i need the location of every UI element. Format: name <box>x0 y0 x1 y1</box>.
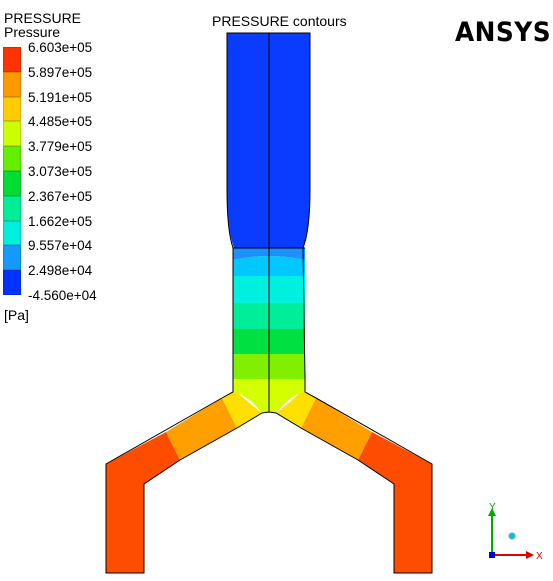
color-legend-bar <box>3 47 21 295</box>
legend-swatch <box>3 47 21 72</box>
origin-sphere-icon <box>508 532 516 540</box>
legend-label: 6.603e+05 <box>28 40 93 55</box>
legend-swatch <box>3 146 21 171</box>
z-axis-marker <box>489 552 495 558</box>
legend-swatch <box>3 96 21 122</box>
legend-subtitle: Pressure <box>4 24 61 40</box>
legend-swatch <box>3 245 21 271</box>
legend-label: 2.498e+04 <box>28 263 93 279</box>
legend-label: 2.367e+05 <box>28 188 93 204</box>
left-arm-orange <box>166 398 237 460</box>
legend-title: PRESSURE <box>4 10 82 26</box>
right-arm-orange <box>301 398 372 460</box>
left-leg <box>106 432 180 573</box>
plot-title: PRESSURE contours <box>212 13 347 29</box>
axis-triad: Y X <box>488 502 543 562</box>
legend-swatch <box>3 170 21 196</box>
y-axis-arrow-icon <box>488 508 496 516</box>
legend-swatch <box>3 121 21 147</box>
legend-label: 4.485e+05 <box>28 114 93 130</box>
legend-swatch <box>3 270 21 295</box>
x-axis-arrow-icon <box>526 551 534 559</box>
legend-label: 3.073e+05 <box>28 164 93 179</box>
legend-label: 1.662e+05 <box>28 213 93 229</box>
legend-unit: [Pa] <box>4 307 29 323</box>
legend-swatch <box>3 71 21 97</box>
x-axis-label: X <box>536 551 543 562</box>
ansys-logo: ANSYS <box>455 17 552 48</box>
legend-swatch <box>3 220 21 246</box>
legend-label: 9.557e+04 <box>28 238 93 254</box>
legend-label: -4.560e+04 <box>28 288 97 303</box>
geometry-outline <box>105 32 433 574</box>
legend-label: 5.897e+05 <box>28 64 93 80</box>
right-leg <box>358 432 432 573</box>
legend-swatch <box>3 195 21 221</box>
legend-label: 5.191e+05 <box>28 89 93 105</box>
legend-label: 3.779e+05 <box>28 139 93 155</box>
y-axis-label: Y <box>489 502 496 513</box>
